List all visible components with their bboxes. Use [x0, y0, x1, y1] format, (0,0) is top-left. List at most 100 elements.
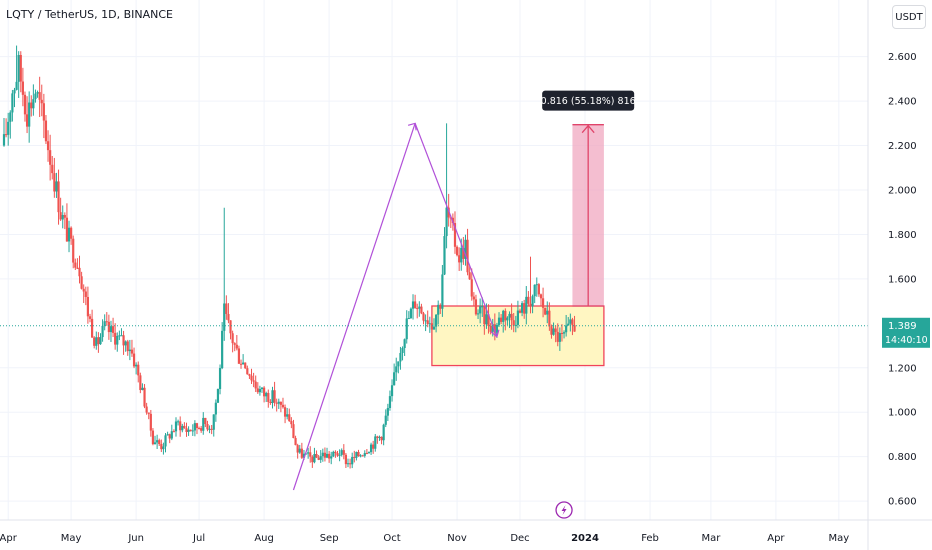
candle — [378, 435, 381, 441]
candle — [250, 368, 253, 384]
candle — [221, 322, 224, 370]
candle — [525, 286, 528, 325]
candle — [246, 365, 249, 375]
candle — [147, 412, 150, 420]
candle — [153, 435, 157, 445]
candle — [210, 425, 213, 435]
candle — [393, 363, 396, 386]
candle — [414, 294, 417, 309]
candle — [527, 291, 530, 307]
candle — [359, 454, 362, 458]
candle — [445, 123, 448, 249]
candle — [4, 118, 8, 138]
candle — [40, 84, 43, 117]
candle — [160, 439, 163, 453]
time-tick-label: Nov — [447, 533, 467, 544]
candle — [28, 91, 31, 143]
candle — [197, 426, 201, 430]
candle — [309, 446, 312, 463]
candle — [32, 84, 35, 116]
candle — [386, 403, 389, 422]
candle — [472, 292, 475, 307]
candle — [145, 402, 148, 415]
candle — [2, 118, 6, 147]
svg-text:0.816 (55.18%) 816: 0.816 (55.18%) 816 — [541, 96, 636, 107]
candle — [17, 51, 20, 98]
price-axis[interactable]: 2.600 2.400 2.200 2.000 1.800 1.600 1.200 1.000… — [867, 0, 930, 550]
candle — [533, 284, 536, 304]
candle — [422, 311, 425, 325]
candle — [97, 332, 100, 353]
candle — [105, 312, 108, 326]
candle — [367, 451, 371, 454]
candle — [273, 381, 276, 407]
candle — [288, 408, 291, 422]
candle — [86, 286, 90, 324]
candle — [307, 447, 310, 459]
candle — [120, 328, 123, 337]
candle — [388, 390, 392, 411]
candle — [298, 444, 301, 454]
candle — [237, 345, 241, 364]
candle — [227, 303, 230, 324]
time-tick-label: May — [61, 533, 82, 544]
price-tick-label: 2.200 — [888, 141, 917, 152]
candle — [443, 227, 446, 276]
price-tick-label: 0.800 — [888, 452, 917, 463]
candle — [176, 419, 180, 426]
candle — [328, 451, 331, 463]
candle — [464, 234, 467, 266]
candle — [281, 397, 285, 409]
candle — [502, 309, 505, 333]
candle — [520, 301, 524, 317]
time-tick-label: Dec — [510, 533, 529, 544]
candle — [158, 438, 161, 447]
candle — [25, 96, 29, 134]
currency-button[interactable]: USDT — [892, 5, 926, 29]
candle — [552, 322, 555, 336]
candle — [202, 412, 205, 435]
candle — [242, 354, 245, 365]
candle — [506, 316, 509, 326]
candle — [409, 307, 413, 319]
lightning-icon[interactable] — [555, 501, 573, 519]
candle — [128, 339, 131, 361]
measure-arrow-head — [581, 124, 595, 134]
candle — [204, 417, 207, 428]
arrow-up-head — [407, 122, 417, 131]
candle — [401, 346, 404, 361]
time-axis[interactable]: Apr May Jun Jul Aug Sep Oct Nov Dec 2024 Feb Mar Apr… — [0, 501, 932, 544]
candle — [99, 333, 102, 345]
candle — [567, 317, 570, 326]
candle — [185, 422, 188, 437]
candle — [556, 323, 559, 347]
arrow-down-line — [414, 123, 498, 337]
candle — [90, 309, 94, 338]
candle — [111, 317, 115, 338]
candle — [346, 458, 350, 468]
candle — [374, 433, 377, 452]
candle — [231, 330, 234, 353]
candle — [468, 266, 471, 280]
candle — [351, 452, 354, 469]
candle — [214, 399, 217, 422]
candle — [174, 417, 178, 437]
candle — [151, 428, 155, 446]
candle — [88, 313, 92, 323]
candle — [49, 134, 52, 181]
candle — [244, 362, 247, 370]
candle — [149, 409, 152, 437]
candle — [23, 91, 27, 122]
candle — [573, 315, 576, 332]
measure-tool — [572, 124, 604, 307]
candle — [550, 324, 553, 339]
candle — [233, 342, 236, 352]
time-tick-label: 2024 — [571, 533, 599, 544]
candle — [384, 409, 387, 428]
time-tick-label: Sep — [320, 533, 339, 544]
candle — [9, 110, 12, 139]
candle — [223, 207, 226, 341]
candle — [418, 301, 421, 317]
candle — [504, 308, 507, 331]
